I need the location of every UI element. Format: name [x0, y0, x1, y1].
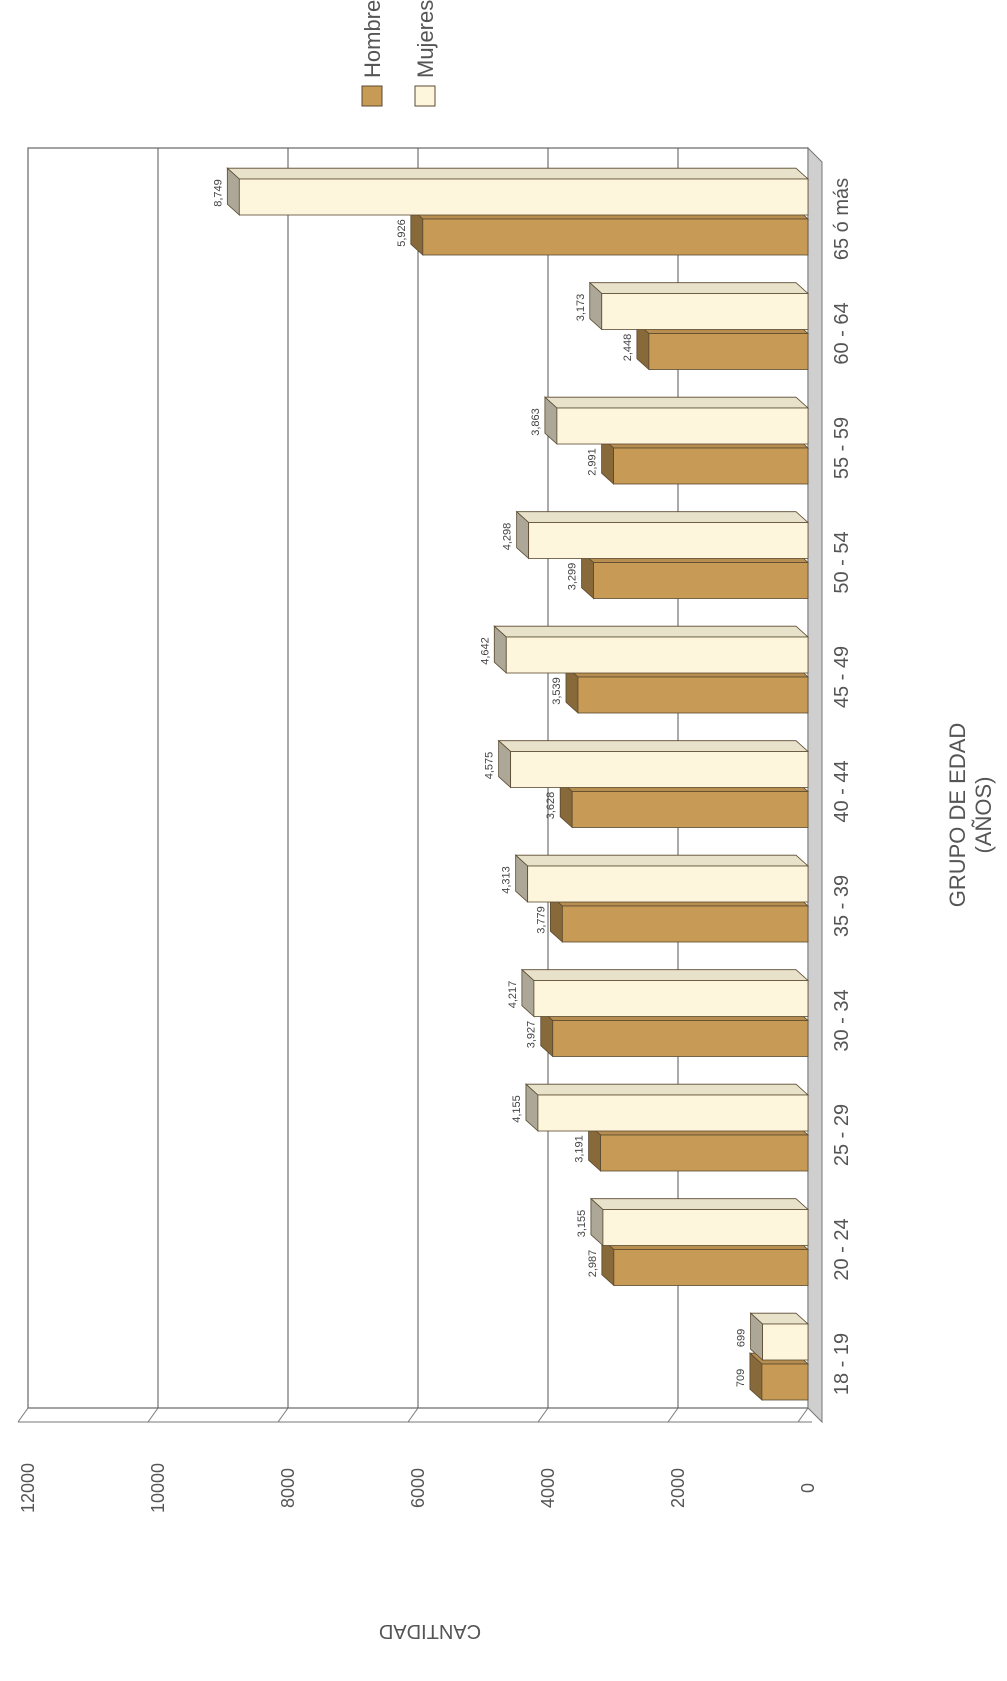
data-label-mujeres: 4,313 [501, 866, 513, 894]
y-tick-label: 0 [798, 1483, 818, 1493]
bar-mujeres [505, 636, 809, 674]
data-label-mujeres: 8,749 [212, 179, 224, 207]
data-label-mujeres: 4,155 [511, 1095, 523, 1123]
data-label-hombres: 2,991 [587, 448, 599, 476]
legend-swatch-hombres [361, 85, 383, 107]
bar-hombres [613, 447, 809, 485]
data-label-mujeres: 3,863 [530, 408, 542, 436]
bar-hombres [593, 562, 809, 599]
bar-mujeres-top [589, 1198, 810, 1210]
data-label-mujeres: 4,642 [479, 637, 491, 665]
data-label-mujeres: 699 [736, 1329, 748, 1347]
bar-mujeres [601, 293, 809, 330]
legend-label-hombres: Hombres [360, 0, 385, 78]
category-label: 30 - 34 [831, 989, 853, 1051]
tick-mark [797, 1407, 809, 1423]
category-label: 35 - 39 [831, 875, 853, 937]
bar-mujeres [527, 865, 809, 903]
bar-hombres [561, 905, 809, 943]
data-label-hombres: 2,448 [622, 334, 634, 362]
y-tick-label: 12000 [18, 1463, 38, 1513]
axis-labels: GRUPO DE EDAD (AÑOS) CANTIDAD [379, 723, 996, 1642]
category-label: 65 ó más [831, 178, 853, 260]
data-label-mujeres: 3,155 [576, 1210, 588, 1238]
plot-area: 0 2000 4000 6000 8000 10000 12000 709 699 18 - 19… [17, 146, 853, 1513]
bar-mujeres [238, 178, 809, 216]
bar-hombres [422, 218, 809, 256]
category-label: 18 - 19 [831, 1333, 853, 1395]
bar-hombres [571, 791, 809, 828]
bar-mujeres-top [514, 854, 810, 867]
data-label-hombres: 3,299 [567, 563, 579, 591]
bar-hombres [552, 1020, 809, 1057]
bar-mujeres [602, 1209, 809, 1246]
data-label-hombres: 3,927 [526, 1021, 538, 1049]
tick-mark [17, 1407, 29, 1423]
data-label-hombres: 3,191 [574, 1135, 586, 1163]
tick-mark [277, 1407, 289, 1423]
bar-mujeres-top [497, 740, 810, 752]
bar-mujeres-top [524, 1083, 810, 1096]
bar-hombres [577, 676, 809, 714]
category-label: 40 - 44 [831, 760, 853, 822]
category-label: 25 - 29 [831, 1104, 853, 1166]
bar-mujeres-top [543, 396, 810, 409]
data-label-hombres: 3,539 [551, 677, 563, 705]
legend-swatch-mujeres [414, 85, 436, 107]
data-label-hombres: 5,926 [396, 219, 408, 247]
x-axis-subtitle: (AÑOS) [971, 777, 996, 854]
x-axis-title: GRUPO DE EDAD [945, 723, 970, 908]
bar-mujeres [528, 522, 809, 559]
chart-floor [807, 146, 823, 1424]
data-label-mujeres: 4,298 [502, 523, 514, 551]
y-axis-title: CANTIDAD [379, 1620, 481, 1642]
legend: Hombres Mujeres [360, 0, 438, 107]
category-label: 45 - 49 [831, 646, 853, 708]
bar-mujeres [533, 980, 809, 1017]
data-label-hombres: 3,779 [535, 906, 547, 934]
bar-hombres [613, 1249, 809, 1286]
bar-mujeres-top [493, 625, 810, 638]
data-label-hombres: 2,987 [587, 1250, 599, 1278]
legend-label-mujeres: Mujeres [413, 0, 438, 78]
data-label-mujeres: 4,575 [484, 752, 496, 780]
bar-hombres [761, 1363, 809, 1401]
y-tick-label: 6000 [408, 1468, 428, 1508]
tick-mark [147, 1407, 159, 1423]
data-label-mujeres: 3,173 [575, 294, 587, 322]
bar-mujeres [762, 1323, 809, 1361]
bar-mujeres [537, 1094, 809, 1132]
category-label: 60 - 64 [831, 302, 853, 364]
category-label: 20 - 24 [831, 1218, 853, 1280]
data-label-hombres: 709 [735, 1369, 747, 1387]
tick-mark [667, 1407, 679, 1423]
tick-mark [537, 1407, 549, 1423]
bar-mujeres-top [520, 969, 810, 981]
bar-mujeres [556, 407, 809, 445]
y-tick-label: 8000 [278, 1468, 298, 1508]
y-tick-label: 10000 [148, 1463, 168, 1513]
bar-mujeres-top [588, 282, 810, 294]
data-label-mujeres: 4,217 [507, 981, 519, 1009]
bar-hombres [600, 1134, 809, 1172]
bar-mujeres [510, 751, 809, 788]
y-tick-label: 4000 [538, 1468, 558, 1508]
category-label: 50 - 54 [831, 531, 853, 593]
data-label-hombres: 3,628 [545, 792, 557, 820]
category-label: 55 - 59 [831, 417, 853, 479]
y-tick-label: 2000 [668, 1468, 688, 1508]
tick-mark [407, 1407, 419, 1423]
bar-mujeres-top [515, 511, 810, 523]
bar-mujeres-top [226, 167, 810, 180]
bar-hombres [648, 333, 809, 370]
